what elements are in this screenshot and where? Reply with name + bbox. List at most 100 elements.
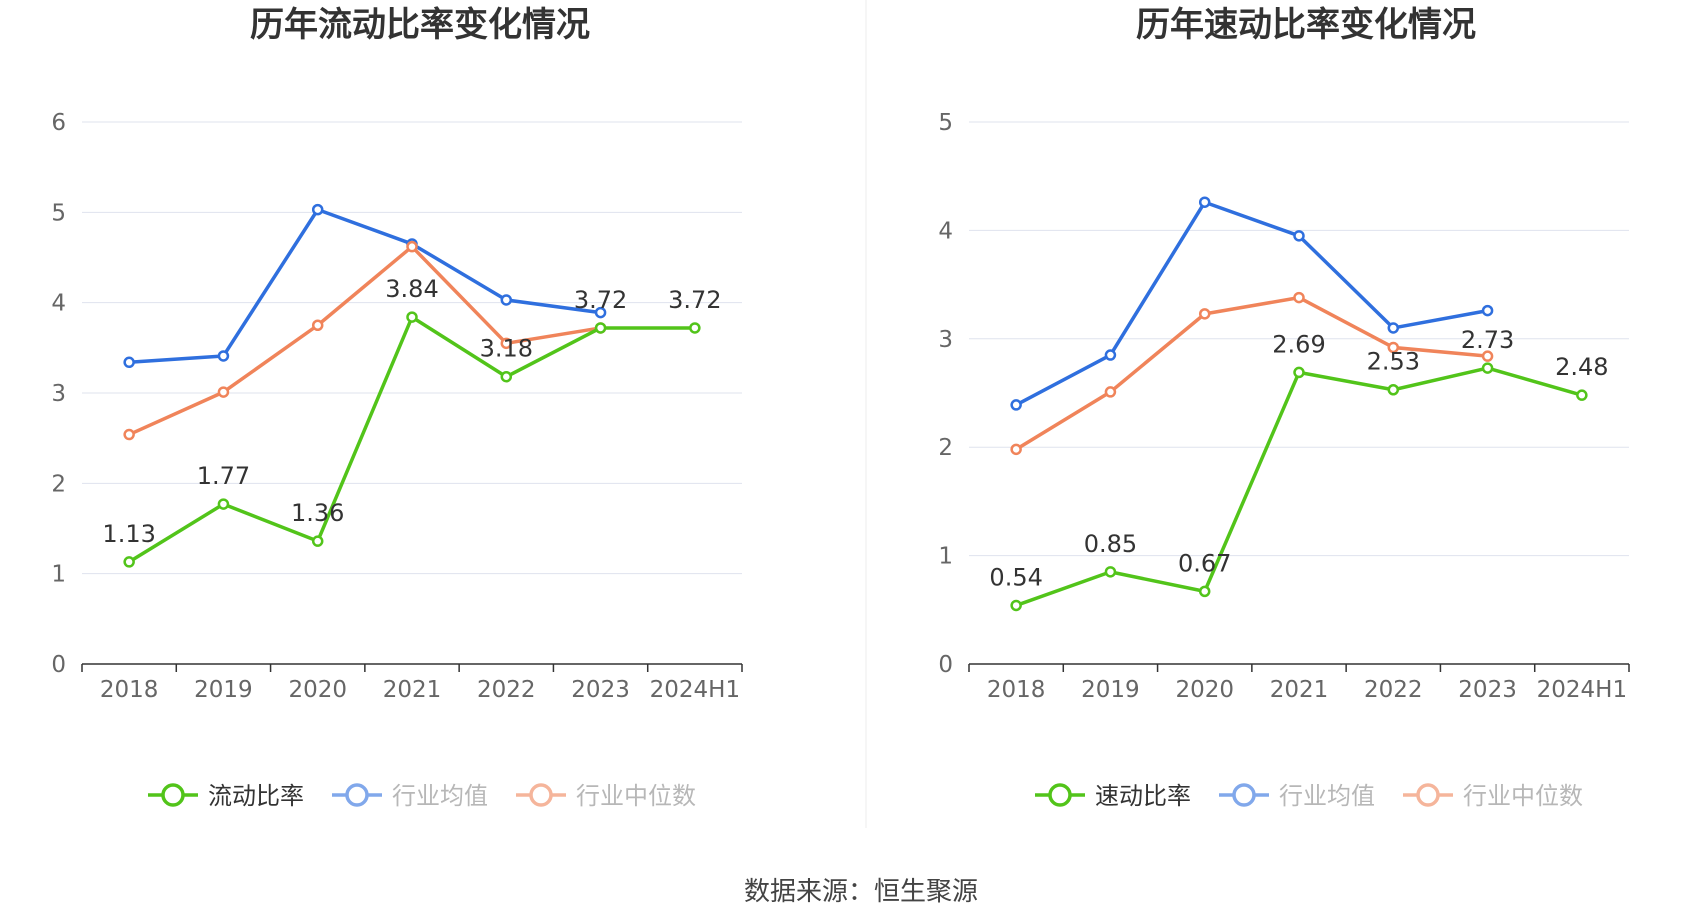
data-point-company-ratio[interactable] — [689, 322, 701, 334]
legend-marker-icon — [1416, 783, 1440, 807]
data-point-industry-median[interactable] — [1293, 291, 1305, 304]
data-point-company-ratio[interactable] — [1387, 383, 1400, 396]
data-label: 2.53 — [1367, 348, 1420, 376]
legend: 流动比率 行业均值 行业中位数 — [148, 782, 696, 810]
y-tick-label: 3 — [938, 327, 953, 353]
y-tick-label: 1 — [938, 544, 953, 570]
data-label: 2.69 — [1272, 330, 1325, 358]
legend-label: 行业均值 — [1279, 782, 1375, 810]
x-tick-label: 2023 — [571, 677, 630, 703]
data-point-industry-average[interactable] — [123, 356, 135, 369]
y-tick-label: 4 — [51, 291, 66, 317]
data-point-company-ratio[interactable] — [406, 311, 418, 323]
x-tick-label: 2022 — [1364, 677, 1423, 703]
x-tick-label: 2020 — [288, 677, 347, 703]
series-line-industry-median — [1015, 295, 1488, 451]
x-tick-label: 2023 — [1458, 677, 1517, 703]
quick-ratio-chart: 历年速动比率变化情况 0 1 2 3 4 5 2018 2019 2020 2021 2022 2023… — [938, 5, 1630, 810]
y-tick-label: 2 — [938, 435, 953, 461]
data-point-industry-average[interactable] — [1387, 322, 1400, 334]
data-point-company-ratio[interactable] — [1481, 362, 1494, 374]
legend-marker-icon — [1048, 783, 1072, 807]
data-label: 0.54 — [989, 563, 1042, 591]
legend-marker-icon — [1232, 783, 1256, 807]
data-label: 1.36 — [291, 499, 344, 527]
legend-marker-icon — [161, 783, 185, 807]
x-tick-label: 2018 — [987, 677, 1046, 703]
data-point-industry-median[interactable] — [1387, 341, 1400, 354]
current-ratio-chart: 历年流动比率变化情况 0 1 2 3 4 5 6 2018 2019 2020 2021 2022 202… — [51, 5, 743, 810]
data-label: 1.77 — [197, 462, 250, 490]
series-company-ratio — [123, 311, 701, 568]
data-point-company-ratio[interactable] — [1576, 389, 1588, 401]
data-point-industry-median[interactable] — [1481, 350, 1494, 362]
legend-label: 行业均值 — [392, 782, 488, 810]
series-line-company-ratio — [128, 315, 695, 564]
data-point-industry-average[interactable] — [1104, 349, 1117, 361]
data-point-industry-median[interactable] — [500, 337, 513, 350]
x-tick-label: 2020 — [1175, 677, 1234, 703]
x-tick-label: 2021 — [1270, 677, 1329, 703]
data-point-industry-average[interactable] — [311, 203, 324, 216]
legend-item-industry-average[interactable]: 行业均值 — [1219, 782, 1375, 810]
chart-title: 历年流动比率变化情况 — [250, 5, 590, 45]
data-point-company-ratio[interactable] — [311, 535, 324, 547]
y-tick-label: 5 — [938, 110, 953, 136]
data-point-industry-average[interactable] — [500, 294, 513, 306]
chart-title: 历年速动比率变化情况 — [1136, 5, 1476, 45]
legend-item-industry-median[interactable]: 行业中位数 — [1403, 782, 1583, 810]
series-industry-median — [123, 240, 607, 441]
series-industry-average — [1010, 196, 1494, 411]
data-point-industry-median[interactable] — [311, 319, 324, 331]
data-label: 2.48 — [1555, 353, 1608, 381]
x-tick-label: 2022 — [477, 677, 536, 703]
y-tick-label: 2 — [51, 471, 66, 497]
data-point-industry-average[interactable] — [1198, 196, 1211, 208]
data-label: 1.13 — [102, 520, 155, 548]
data-point-company-ratio[interactable] — [217, 498, 230, 510]
y-tick-label: 6 — [51, 110, 66, 136]
data-point-industry-average[interactable] — [594, 306, 607, 319]
x-tick-label: 2024H1 — [1537, 677, 1627, 703]
legend-item-industry-average[interactable]: 行业均值 — [332, 782, 488, 810]
data-point-industry-median[interactable] — [217, 386, 230, 398]
y-tick-label: 0 — [51, 652, 66, 678]
series-company-ratio — [1010, 362, 1588, 612]
series-industry-median — [1010, 291, 1494, 456]
data-label: 0.67 — [1178, 549, 1231, 577]
legend-label: 速动比率 — [1095, 782, 1191, 810]
data-point-company-ratio[interactable] — [1010, 599, 1022, 612]
data-label: 3.84 — [385, 275, 438, 303]
data-point-company-ratio[interactable] — [1293, 366, 1305, 379]
data-point-company-ratio[interactable] — [594, 322, 607, 334]
y-tick-label: 5 — [51, 200, 66, 226]
x-tick-label: 2018 — [100, 677, 159, 703]
data-point-company-ratio[interactable] — [1198, 585, 1211, 598]
x-tick-label: 2019 — [194, 677, 253, 703]
y-tick-label: 3 — [51, 381, 66, 407]
data-point-company-ratio[interactable] — [1104, 566, 1117, 578]
x-tick-label: 2024H1 — [650, 677, 740, 703]
y-tick-label: 4 — [938, 218, 953, 244]
data-point-industry-average[interactable] — [1293, 230, 1305, 242]
legend-marker-icon — [345, 783, 369, 807]
legend-item-industry-median[interactable]: 行业中位数 — [516, 782, 696, 810]
legend-item-company-ratio[interactable]: 流动比率 — [148, 782, 304, 810]
legend: 速动比率 行业均值 行业中位数 — [1035, 782, 1583, 810]
data-point-company-ratio[interactable] — [123, 556, 135, 568]
data-point-industry-average[interactable] — [1481, 304, 1494, 317]
data-point-industry-average[interactable] — [1010, 399, 1022, 411]
series-line-industry-median — [128, 244, 601, 437]
legend-item-company-ratio[interactable]: 速动比率 — [1035, 782, 1191, 810]
data-point-industry-median[interactable] — [1104, 386, 1117, 398]
data-point-industry-average[interactable] — [217, 350, 230, 362]
data-point-industry-median[interactable] — [1010, 443, 1022, 456]
data-point-company-ratio[interactable] — [500, 370, 513, 383]
data-point-industry-median[interactable] — [123, 428, 135, 441]
legend-label: 行业中位数 — [576, 782, 696, 810]
data-point-industry-median[interactable] — [406, 240, 418, 253]
data-label: 0.85 — [1084, 530, 1137, 558]
series-line-company-ratio — [1015, 366, 1583, 608]
data-point-industry-median[interactable] — [1198, 308, 1211, 320]
data-source-note: 数据来源：恒生聚源 — [744, 877, 978, 907]
